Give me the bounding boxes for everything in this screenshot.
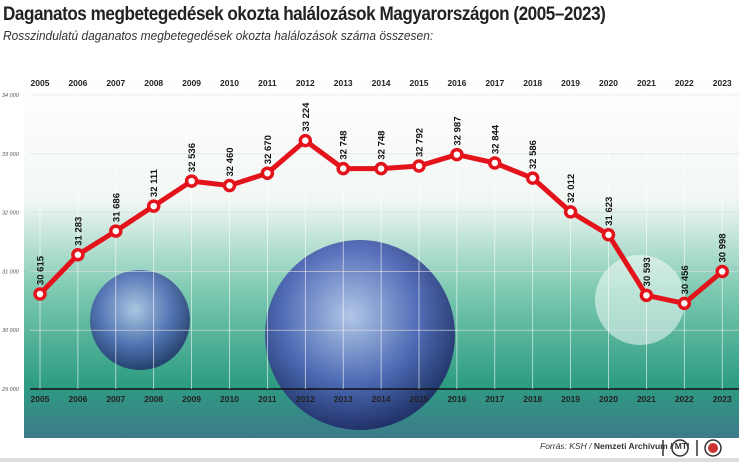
data-point bbox=[488, 156, 502, 170]
data-label: 31 686 bbox=[111, 193, 122, 222]
x-tick-label-top: 2019 bbox=[561, 78, 580, 88]
data-point bbox=[715, 264, 729, 279]
data-label: 32 012 bbox=[566, 174, 577, 203]
data-point bbox=[33, 287, 47, 301]
data-point bbox=[336, 161, 350, 176]
cell-image bbox=[90, 270, 190, 370]
x-tick-label-top: 2018 bbox=[523, 78, 542, 88]
x-tick-label-top: 2020 bbox=[599, 78, 618, 88]
data-label: 32 844 bbox=[490, 124, 501, 154]
data-point bbox=[374, 161, 388, 176]
mtva-logo bbox=[671, 439, 689, 457]
y-tick-label: 32 000 bbox=[2, 211, 20, 217]
x-tick-label: 2008 bbox=[144, 394, 163, 404]
x-tick-label-top: 2008 bbox=[144, 78, 163, 88]
x-tick-label-top: 2022 bbox=[675, 78, 694, 88]
data-label: 32 748 bbox=[339, 131, 350, 160]
data-label: 30 615 bbox=[36, 255, 47, 285]
x-tick-label: 2011 bbox=[258, 394, 277, 404]
x-tick-label: 2014 bbox=[372, 394, 391, 404]
data-point bbox=[222, 178, 237, 193]
data-label: 30 456 bbox=[680, 265, 691, 294]
bottom-bar bbox=[0, 458, 739, 462]
x-tick-label: 2015 bbox=[410, 394, 429, 404]
y-tick-label: 29 000 bbox=[1, 387, 20, 393]
x-tick-label: 2016 bbox=[447, 394, 466, 404]
data-point bbox=[563, 205, 578, 219]
data-label: 32 460 bbox=[225, 147, 236, 176]
data-point bbox=[260, 166, 275, 180]
x-tick-label-top: 2021 bbox=[637, 78, 656, 88]
x-tick-label: 2022 bbox=[675, 394, 694, 404]
x-tick-label-top: 2015 bbox=[410, 78, 429, 88]
mti-logo-inner bbox=[708, 443, 718, 453]
x-tick-label-top: 2023 bbox=[713, 78, 732, 88]
data-point bbox=[184, 174, 199, 188]
x-tick-label-top: 2007 bbox=[106, 78, 125, 88]
data-label: 32 536 bbox=[187, 143, 198, 172]
data-label: 32 748 bbox=[377, 131, 388, 160]
data-label: 30 593 bbox=[642, 257, 653, 286]
data-point bbox=[601, 228, 616, 242]
x-tick-label-top: 2016 bbox=[447, 78, 466, 88]
data-point bbox=[298, 133, 313, 148]
y-tick-label: 31 000 bbox=[2, 269, 20, 275]
x-tick-label-top: 2006 bbox=[68, 78, 87, 88]
subtitle: Rosszindulatú daganatos megbetegedések o… bbox=[3, 28, 434, 43]
data-point bbox=[412, 159, 426, 173]
x-tick-label-top: 2017 bbox=[485, 78, 504, 88]
cell-image bbox=[265, 240, 455, 430]
x-tick-label: 2017 bbox=[485, 394, 504, 404]
x-tick-label-top: 2009 bbox=[182, 78, 201, 88]
y-tick-label: 30 000 bbox=[2, 328, 20, 334]
cell-image bbox=[595, 255, 685, 345]
y-tick-label: 33 000 bbox=[2, 152, 20, 158]
data-label: 32 792 bbox=[415, 128, 426, 157]
x-tick-label: 2007 bbox=[106, 394, 125, 404]
data-label: 30 998 bbox=[718, 233, 729, 262]
x-tick-label: 2019 bbox=[561, 394, 580, 404]
x-tick-label: 2006 bbox=[68, 394, 87, 404]
x-tick-label: 2021 bbox=[637, 394, 656, 404]
x-tick-label-top: 2005 bbox=[31, 78, 50, 88]
data-label: 32 586 bbox=[528, 140, 539, 169]
data-point bbox=[525, 171, 540, 185]
source-bold: Nemzeti Archívum / MTI bbox=[593, 441, 690, 451]
x-tick-label-top: 2014 bbox=[372, 78, 391, 88]
source-note: Forrás: KSH / Nemzeti Archívum / MTI bbox=[540, 441, 689, 451]
x-tick-label: 2005 bbox=[31, 394, 50, 404]
data-label: 31 623 bbox=[604, 197, 615, 226]
x-tick-label-top: 2010 bbox=[220, 78, 239, 88]
data-label: 32 987 bbox=[452, 117, 463, 146]
x-tick-label: 2013 bbox=[334, 394, 353, 404]
data-point bbox=[677, 296, 692, 311]
data-point bbox=[109, 224, 123, 238]
x-tick-label: 2009 bbox=[182, 394, 201, 404]
x-tick-label: 2010 bbox=[220, 394, 239, 404]
x-tick-label: 2023 bbox=[713, 394, 732, 404]
source-prefix: Forrás: KSH / bbox=[540, 441, 594, 451]
data-point bbox=[639, 288, 654, 303]
y-tick-label: 34 000 bbox=[2, 93, 20, 99]
x-tick-label-top: 2012 bbox=[296, 78, 315, 88]
data-point bbox=[146, 199, 161, 213]
data-point bbox=[71, 248, 85, 262]
data-label: 33 224 bbox=[301, 102, 312, 132]
data-label: 32 111 bbox=[149, 168, 160, 197]
x-tick-label-top: 2011 bbox=[258, 78, 277, 88]
data-label: 32 670 bbox=[263, 135, 274, 164]
data-point bbox=[450, 147, 464, 162]
x-tick-label: 2020 bbox=[599, 394, 618, 404]
data-label: 31 283 bbox=[73, 217, 84, 246]
x-tick-label: 2012 bbox=[296, 394, 315, 404]
page-title: Daganatos megbetegedések okozta halálozá… bbox=[3, 4, 606, 25]
x-tick-label-top: 2013 bbox=[334, 78, 353, 88]
x-tick-label: 2018 bbox=[523, 394, 542, 404]
